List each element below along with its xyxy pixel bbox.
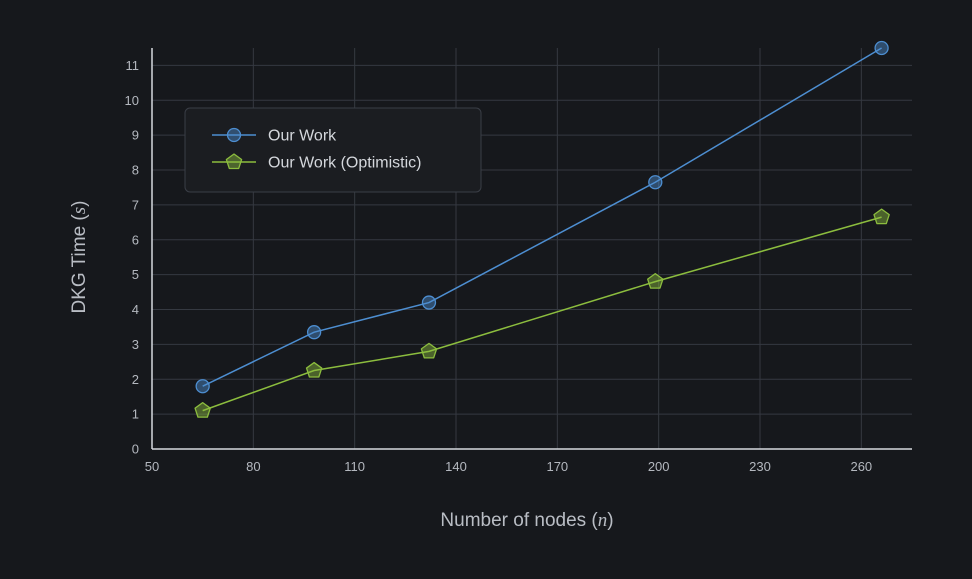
y-tick-label: 10 xyxy=(125,93,139,108)
y-tick-label: 11 xyxy=(126,58,140,73)
axes xyxy=(151,48,912,450)
x-tick-label: 110 xyxy=(344,459,365,474)
legend-label: Our Work (Optimistic) xyxy=(268,155,421,172)
y-tick-label: 7 xyxy=(132,197,139,212)
y-tick-label: 1 xyxy=(132,407,139,422)
x-tick-label: 140 xyxy=(445,459,467,474)
legend-item-our-work: Our Work xyxy=(212,128,337,145)
y-tick-label: 9 xyxy=(132,128,139,143)
data-point-our-work xyxy=(306,325,322,340)
series-our-work-optimistic xyxy=(194,208,890,418)
x-tick-label: 200 xyxy=(648,459,670,474)
data-point-our-work xyxy=(874,40,889,56)
data-point-our-work-optimistic xyxy=(647,272,664,289)
series-line-our-work-optimistic xyxy=(202,216,882,412)
y-tick-label: 4 xyxy=(132,302,139,317)
series-our-work xyxy=(195,40,889,394)
data-point-our-work-optimistic xyxy=(305,361,323,378)
data-point-our-work-optimistic xyxy=(194,401,211,418)
data-point-our-work xyxy=(648,175,663,190)
x-axis-title: Number of nodes (n) xyxy=(440,510,613,531)
legend-label: Our Work xyxy=(268,128,337,145)
legend-box xyxy=(184,107,482,193)
x-tick-label: 170 xyxy=(546,459,568,474)
data-point-our-work-optimistic xyxy=(873,208,890,225)
legend-item-our-work-optimistic: Our Work (Optimistic) xyxy=(212,153,421,172)
series-line-our-work xyxy=(202,47,882,387)
y-tick-label: 0 xyxy=(132,442,139,457)
y-tick-label: 8 xyxy=(132,163,139,178)
data-point-our-work-optimistic xyxy=(420,342,438,359)
data-point-our-work xyxy=(195,379,210,394)
y-tick-label: 6 xyxy=(132,232,139,247)
x-tick-label: 230 xyxy=(749,459,771,474)
legend: Our Work Our Work (Optimistic) xyxy=(184,107,482,193)
y-tick-label: 5 xyxy=(132,267,139,282)
y-tick-labels: 0 1 2 3 4 5 6 7 8 9 10 11 xyxy=(125,58,139,457)
x-tick-label: 50 xyxy=(145,459,159,474)
data-point-our-work xyxy=(421,295,437,310)
legend-marker xyxy=(226,127,242,143)
x-tick-labels: 50 80 110 140 170 200 230 260 xyxy=(145,459,872,474)
series xyxy=(194,40,890,418)
y-tick-label: 2 xyxy=(132,372,139,387)
grid xyxy=(152,48,912,449)
y-tick-label: 3 xyxy=(132,337,139,352)
y-axis-title: DKG Time (s) xyxy=(69,201,90,314)
legend-marker xyxy=(225,153,243,170)
x-tick-label: 80 xyxy=(246,459,260,474)
x-tick-label: 260 xyxy=(850,459,872,474)
